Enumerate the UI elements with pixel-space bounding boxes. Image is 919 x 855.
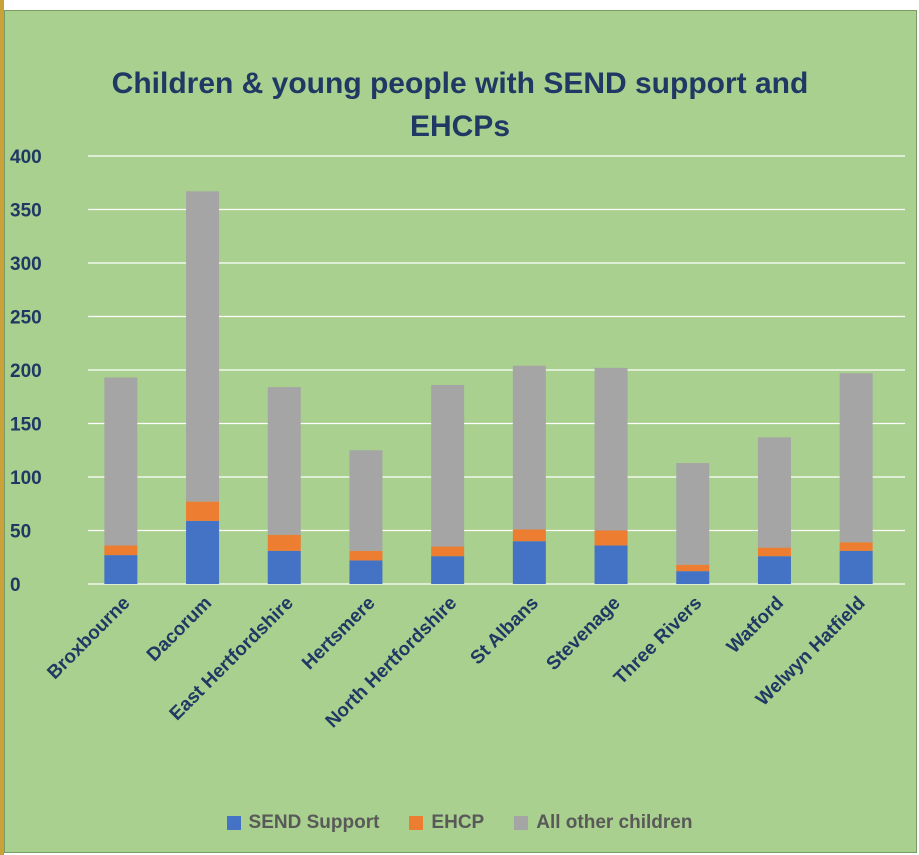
- bar-segment-send-support: [594, 545, 628, 584]
- y-tick-label: 200: [10, 361, 42, 382]
- x-tick-label: Dacorum: [143, 593, 216, 666]
- y-axis-tick-labels: 0 50 100 150 200 250 300 350 400: [10, 147, 42, 596]
- y-tick-label: 50: [10, 522, 31, 543]
- y-tick-label: 250: [10, 308, 42, 329]
- bar-segment-all-other-children: [676, 463, 710, 565]
- bar-segment-all-other-children: [267, 387, 301, 535]
- bars: [104, 191, 873, 584]
- x-tick-label: Watford: [723, 593, 788, 658]
- bar-segment-send-support: [349, 560, 383, 584]
- legend-item: All other children: [514, 812, 692, 834]
- x-tick-label: St Albans: [467, 593, 543, 669]
- legend: SEND Support EHCP All other children: [0, 808, 919, 838]
- bar-segment-send-support: [757, 556, 791, 584]
- bar-segment-ehcp: [267, 534, 301, 551]
- bar-segment-all-other-children: [349, 450, 383, 551]
- bar-segment-send-support: [267, 550, 301, 584]
- bar-segment-ehcp: [594, 530, 628, 546]
- x-tick-label: Hertsmere: [298, 593, 379, 674]
- legend-item: EHCP: [409, 812, 484, 834]
- bar-segment-all-other-children: [431, 384, 465, 547]
- bar-segment-all-other-children: [186, 191, 220, 502]
- y-tick-label: 350: [10, 201, 42, 222]
- bar-segment-ehcp: [104, 545, 138, 556]
- bar-segment-send-support: [104, 555, 138, 584]
- x-tick-label: Three Rivers: [610, 593, 706, 689]
- legend-label: All other children: [536, 812, 693, 833]
- legend-swatch: [514, 816, 529, 830]
- bar-segment-send-support: [676, 571, 710, 584]
- bar-segment-all-other-children: [104, 377, 138, 546]
- legend-label: EHCP: [431, 812, 485, 833]
- bar-segment-ehcp: [757, 547, 791, 557]
- legend-label: SEND Support: [248, 812, 380, 833]
- legend-item: SEND Support: [226, 812, 380, 834]
- bar-segment-all-other-children: [757, 437, 791, 548]
- legend-swatch: [409, 816, 424, 830]
- y-tick-label: 400: [10, 147, 42, 168]
- bar-segment-ehcp: [512, 529, 546, 542]
- y-tick-label: 0: [10, 575, 21, 596]
- left-border-strip: [0, 0, 4, 855]
- bar-segment-all-other-children: [594, 367, 628, 531]
- bar-segment-ehcp: [676, 564, 710, 572]
- y-tick-label: 100: [10, 468, 42, 489]
- legend-swatch: [226, 816, 241, 830]
- bar-segment-send-support: [431, 556, 465, 584]
- y-tick-label: 150: [10, 415, 42, 436]
- bar-segment-ehcp: [839, 542, 873, 551]
- bar-segment-send-support: [512, 541, 546, 584]
- x-tick-label: Stevenage: [543, 593, 625, 675]
- bar-segment-ehcp: [349, 550, 383, 561]
- bar-segment-all-other-children: [839, 373, 873, 543]
- bar-segment-all-other-children: [512, 365, 546, 530]
- chart-title: Children & young people with SEND suppor…: [111, 67, 809, 143]
- x-tick-label: Broxbourne: [43, 593, 134, 684]
- bar-segment-ehcp: [186, 501, 220, 521]
- y-tick-label: 300: [10, 254, 42, 275]
- bar-segment-send-support: [839, 550, 873, 584]
- bar-segment-send-support: [186, 520, 220, 584]
- bar-segment-ehcp: [431, 546, 465, 557]
